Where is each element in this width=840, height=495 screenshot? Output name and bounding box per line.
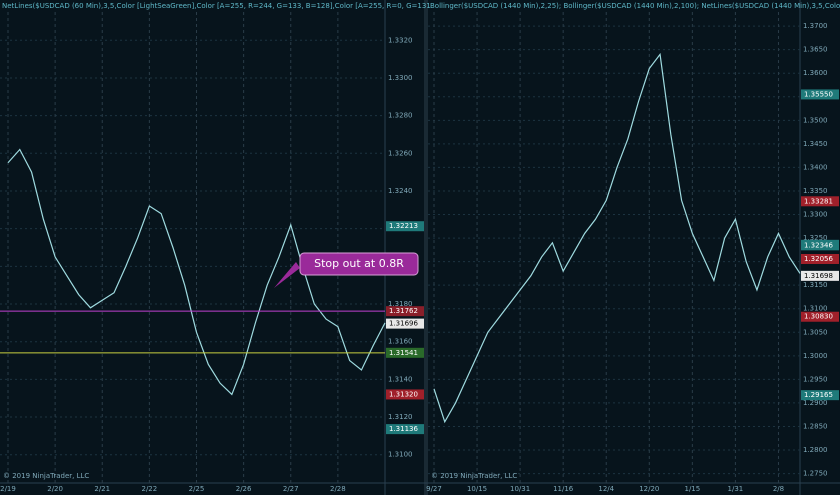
- price-line: [433, 52, 801, 424]
- price-label: 1.31136: [389, 425, 418, 433]
- price-label: 1.31320: [389, 390, 418, 398]
- price-label-box: [801, 270, 839, 281]
- price-label-box: [386, 424, 424, 435]
- price-label-box: [801, 253, 839, 264]
- y-tick-label: 1.3100: [803, 305, 828, 313]
- x-tick-label: 11/16: [553, 485, 574, 493]
- x-tick-label: 1/15: [684, 485, 700, 493]
- price-label-box: [801, 89, 839, 100]
- price-label-box: [801, 390, 839, 401]
- price-label: 1.32213: [389, 222, 418, 230]
- indicator-header: Bollinger($USDCAD (1440 Min),2,25); Boll…: [430, 2, 840, 10]
- y-tick-label: 1.3300: [803, 211, 828, 219]
- indicator-header: NetLines($USDCAD (60 Min),3,5,Color [Lig…: [2, 2, 431, 10]
- x-tick-label: 2/8: [773, 485, 784, 493]
- price-label: 1.33281: [804, 197, 833, 205]
- y-tick-label: 1.3140: [388, 375, 413, 383]
- y-tick-label: 1.2900: [803, 399, 828, 407]
- price-label-box: [801, 240, 839, 251]
- price-label: 1.32056: [804, 255, 833, 263]
- annotation-arrow: [274, 262, 300, 288]
- price-label-box: [801, 196, 839, 207]
- x-tick-label: 1/31: [728, 485, 744, 493]
- y-tick-label: 1.2950: [803, 375, 828, 383]
- y-tick-label: 1.3450: [803, 140, 828, 148]
- y-tick-label: 1.3650: [803, 46, 828, 54]
- y-tick-label: 1.3150: [803, 281, 828, 289]
- x-tick-label: 2/25: [189, 485, 205, 493]
- price-label: 1.31696: [389, 320, 418, 328]
- x-tick-label: 10/15: [467, 485, 487, 493]
- y-tick-label: 1.3120: [388, 413, 413, 421]
- x-tick-label: 2/28: [330, 485, 346, 493]
- copyright: © 2019 NinjaTrader, LLC: [3, 472, 89, 480]
- y-tick-label: 1.3600: [803, 69, 828, 77]
- y-tick-label: 1.3700: [803, 22, 828, 30]
- x-tick-label: 9/27: [426, 485, 442, 493]
- price-label: 1.30830: [804, 313, 833, 321]
- price-label: 1.32346: [804, 241, 833, 249]
- x-tick-label: 2/26: [236, 485, 252, 493]
- y-tick-label: 1.3320: [388, 36, 413, 44]
- y-tick-label: 1.3050: [803, 328, 828, 336]
- copyright: © 2019 NinjaTrader, LLC: [431, 472, 517, 480]
- price-label: 1.31698: [804, 272, 833, 280]
- x-tick-label: 2/21: [94, 485, 110, 493]
- price-label-box: [386, 221, 424, 232]
- price-label: 1.31762: [389, 307, 418, 315]
- y-tick-label: 1.3300: [388, 74, 413, 82]
- pane-divider: [424, 0, 428, 495]
- x-tick-label: 12/20: [639, 485, 659, 493]
- x-tick-label: 10/31: [510, 485, 530, 493]
- y-tick-label: 1.3100: [388, 451, 413, 459]
- y-tick-label: 1.2800: [803, 446, 828, 454]
- y-tick-label: 1.3000: [803, 352, 828, 360]
- y-tick-label: 1.2750: [803, 470, 828, 478]
- y-tick-label: 1.3260: [388, 149, 413, 157]
- x-tick-label: 12/4: [598, 485, 614, 493]
- x-tick-label: 2/22: [142, 485, 158, 493]
- price-label-box: [386, 347, 424, 358]
- price-label: 1.35550: [804, 90, 833, 98]
- price-label-box: [801, 311, 839, 322]
- price-label-box: [386, 389, 424, 400]
- price-label: 1.29165: [804, 391, 833, 399]
- y-tick-label: 1.3250: [803, 234, 828, 242]
- y-tick-label: 1.3280: [388, 112, 413, 120]
- y-tick-label: 1.3500: [803, 116, 828, 124]
- y-tick-label: 1.3240: [388, 187, 413, 195]
- y-tick-label: 1.3180: [388, 300, 413, 308]
- annotation: Stop out at 0.8R: [314, 257, 404, 270]
- y-tick-label: 1.3160: [388, 338, 413, 346]
- price-label-box: [386, 306, 424, 317]
- y-tick-label: 1.2850: [803, 422, 828, 430]
- x-tick-label: 2/19: [0, 485, 16, 493]
- annotation-box: [299, 252, 419, 276]
- x-tick-label: 2/20: [47, 485, 63, 493]
- price-label-box: [386, 318, 424, 329]
- x-tick-label: 2/27: [283, 485, 299, 493]
- price-line: [7, 148, 386, 396]
- y-tick-label: 1.3400: [803, 163, 828, 171]
- price-label: 1.31541: [389, 349, 418, 357]
- y-tick-label: 1.3350: [803, 187, 828, 195]
